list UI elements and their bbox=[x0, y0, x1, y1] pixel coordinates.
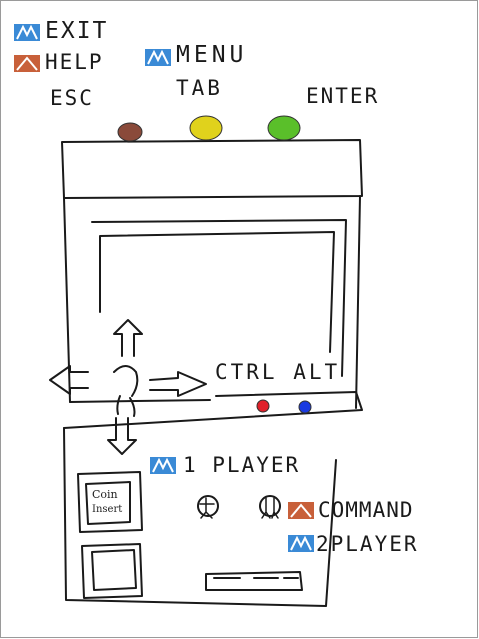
orange-stripe-logo-icon bbox=[14, 55, 40, 72]
arrow-left-icon bbox=[49, 365, 89, 395]
player1-label: 1 PLAYER bbox=[183, 453, 301, 477]
blue-action-button bbox=[298, 400, 312, 414]
blue-stripe-logo-icon bbox=[150, 457, 176, 474]
coin-slot-inner bbox=[85, 481, 131, 525]
red-action-button bbox=[256, 399, 270, 413]
esc-button bbox=[117, 122, 143, 142]
bottom-slots bbox=[205, 571, 303, 591]
player2-start-button bbox=[259, 495, 281, 517]
service-door-inner bbox=[91, 549, 137, 591]
blue-stripe-logo-icon bbox=[14, 24, 40, 41]
ctrl-alt-label: CTRL ALT bbox=[215, 360, 341, 384]
coin-slot-box bbox=[77, 471, 143, 533]
insert-text: Insert bbox=[92, 504, 123, 515]
lower-body bbox=[63, 427, 337, 607]
joystick-icon bbox=[113, 365, 139, 417]
enter-key-label: ENTER bbox=[306, 84, 380, 108]
control-panel bbox=[63, 391, 363, 429]
menu-label: MENU bbox=[176, 42, 248, 68]
tab-key-label: TAB bbox=[176, 76, 223, 100]
arrow-up-icon bbox=[113, 319, 143, 357]
blue-stripe-logo-icon bbox=[145, 49, 171, 66]
command-label: COMMAND bbox=[318, 498, 414, 522]
orange-stripe-logo-icon bbox=[288, 502, 314, 519]
screen-bezel bbox=[91, 219, 347, 377]
enter-button bbox=[267, 115, 301, 141]
service-door bbox=[81, 543, 143, 599]
arrow-down-icon bbox=[107, 417, 137, 455]
esc-key-label: ESC bbox=[50, 86, 94, 110]
tab-button bbox=[189, 115, 223, 141]
player-figure-icon bbox=[199, 497, 215, 519]
player2-label: 2PLAYER bbox=[316, 532, 419, 556]
coin-text: Coin bbox=[92, 488, 118, 501]
help-label: HELP bbox=[45, 50, 104, 74]
screen bbox=[99, 231, 335, 353]
marquee bbox=[61, 139, 363, 199]
exit-label: EXIT bbox=[45, 18, 109, 44]
two-player-figure-icon bbox=[261, 497, 279, 519]
arrow-right-icon bbox=[149, 371, 207, 397]
player1-start-button bbox=[197, 495, 219, 517]
blue-stripe-logo-icon bbox=[288, 535, 314, 552]
